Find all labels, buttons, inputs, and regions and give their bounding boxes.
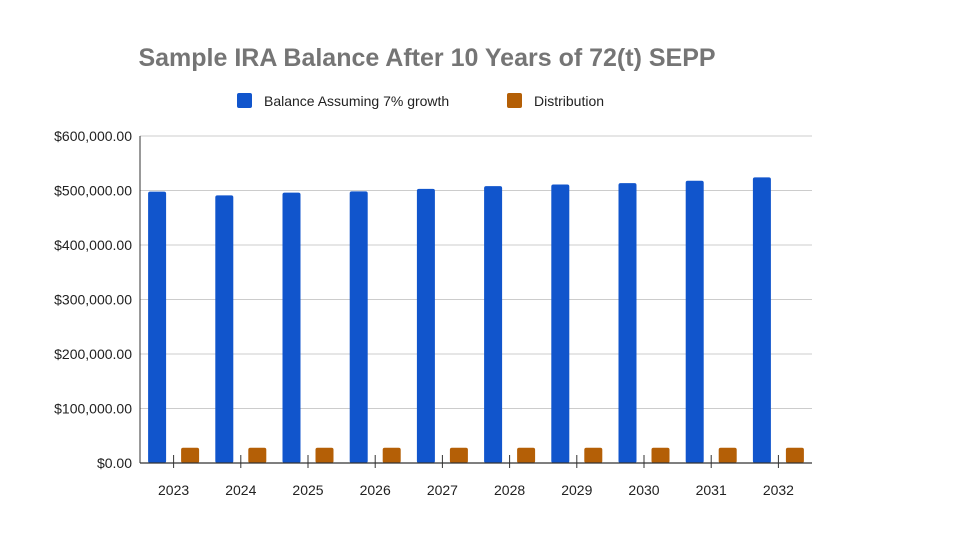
- x-tick-label: 2031: [696, 482, 727, 498]
- x-tick-label: 2026: [360, 482, 391, 498]
- x-tick-label: 2025: [292, 482, 323, 498]
- legend-label: Distribution: [534, 93, 604, 109]
- balance-bar: [484, 186, 503, 463]
- x-tick-label: 2027: [427, 482, 458, 498]
- distribution-bar: [718, 447, 737, 463]
- balance-bar: [416, 188, 435, 464]
- chart-title: Sample IRA Balance After 10 Years of 72(…: [138, 44, 715, 72]
- distribution-bar: [584, 447, 603, 463]
- x-tick-label: 2028: [494, 482, 525, 498]
- y-axis: $0.00 $100,000.00 $200,000.00 $300,000.00 $4…: [54, 128, 141, 471]
- gridlines: [140, 135, 812, 409]
- legend-swatch-balance: [237, 93, 252, 108]
- y-tick-label: $0.00: [97, 455, 132, 471]
- legend-swatch-distribution: [507, 93, 522, 108]
- distribution-bar: [248, 447, 267, 463]
- x-tick-label: 2029: [561, 482, 592, 498]
- balance-bar: [618, 183, 637, 463]
- y-tick-label: $500,000.00: [54, 183, 132, 199]
- x-tick-label: 2030: [628, 482, 659, 498]
- balance-bar: [551, 184, 570, 463]
- y-tick-label: $400,000.00: [54, 237, 132, 253]
- distribution-bar: [382, 447, 401, 463]
- balance-bar: [349, 191, 368, 463]
- balance-bar: [282, 192, 301, 463]
- x-tick-label: 2024: [225, 482, 256, 498]
- balance-bar: [752, 177, 771, 464]
- y-tick-label: $300,000.00: [54, 292, 132, 308]
- distribution-bar: [181, 447, 200, 463]
- distribution-bar: [651, 447, 670, 463]
- distribution-bar: [315, 447, 334, 463]
- balance-bar: [685, 180, 704, 463]
- bars: [148, 177, 804, 464]
- y-tick-label: $200,000.00: [54, 346, 132, 362]
- distribution-bar: [517, 447, 536, 463]
- x-tick-label: 2023: [158, 482, 189, 498]
- legend-label: Balance Assuming 7% growth: [264, 93, 449, 109]
- x-axis: 2023 2024 2025 2026 2027 2028 2029 2030 2031 2032: [140, 455, 812, 498]
- balance-bar: [215, 195, 234, 463]
- balance-bar: [148, 191, 167, 463]
- distribution-bar: [785, 447, 804, 463]
- distribution-bar: [449, 447, 468, 463]
- y-tick-label: $600,000.00: [54, 128, 132, 144]
- y-tick-label: $100,000.00: [54, 401, 132, 417]
- x-tick-label: 2032: [763, 482, 794, 498]
- legend: Balance Assuming 7% growth Distribution: [237, 93, 604, 109]
